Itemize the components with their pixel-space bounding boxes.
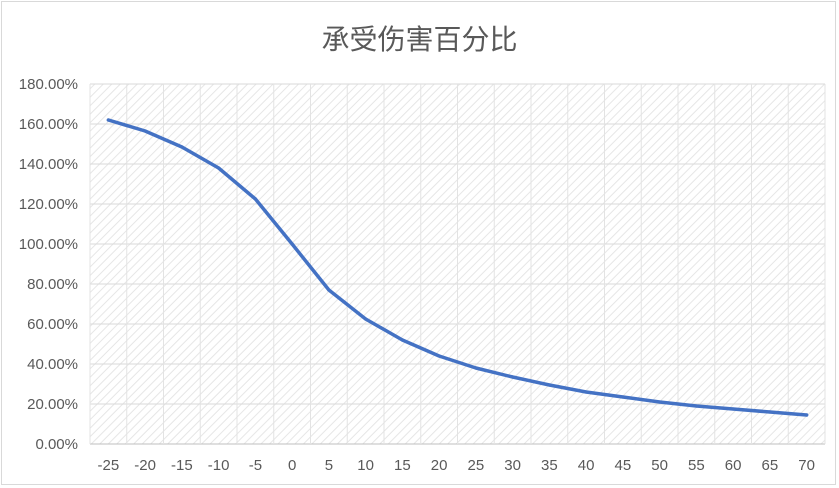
x-tick-label: 30 (504, 457, 521, 474)
data-point (805, 413, 809, 417)
y-tick-label: 140.00% (19, 156, 78, 173)
y-tick-label: 0.00% (35, 436, 78, 453)
x-tick-label: 55 (688, 457, 705, 474)
y-tick-label: 120.00% (19, 196, 78, 213)
y-tick-label: 100.00% (19, 236, 78, 253)
data-point (584, 390, 588, 394)
x-tick-label: -25 (98, 457, 120, 474)
data-point (658, 400, 662, 404)
data-point (106, 118, 110, 122)
x-tick-label: 35 (541, 457, 558, 474)
x-tick-label: -15 (171, 457, 193, 474)
x-tick-label: -10 (208, 457, 230, 474)
data-point (290, 242, 294, 246)
data-point (143, 129, 147, 133)
data-point (217, 166, 221, 170)
y-tick-label: 160.00% (19, 116, 78, 133)
x-tick-label: 20 (431, 457, 448, 474)
y-axis: 0.00% 20.00% 40.00% 60.00% 80.00% 100.00% 120.… (19, 76, 78, 453)
data-point (474, 366, 478, 370)
series-line (106, 118, 809, 417)
x-tick-label: 15 (394, 457, 411, 474)
data-point (621, 395, 625, 399)
data-point (694, 404, 698, 408)
data-point (364, 317, 368, 321)
gridlines (89, 83, 826, 445)
data-point (400, 338, 404, 342)
x-tick-label: 45 (615, 457, 632, 474)
data-point (547, 383, 551, 387)
y-tick-label: 180.00% (19, 76, 78, 93)
x-tick-label: 40 (578, 457, 595, 474)
x-tick-label: 25 (468, 457, 485, 474)
y-tick-label: 20.00% (27, 396, 78, 413)
data-point (253, 197, 257, 201)
data-point (180, 145, 184, 149)
series-group (106, 118, 809, 417)
x-tick-label: 5 (325, 457, 333, 474)
x-tick-label: 65 (762, 457, 779, 474)
x-tick-label: 70 (798, 457, 815, 474)
y-tick-label: 80.00% (27, 276, 78, 293)
x-axis: -25 -20 -15 -10 -5 0 5 10 15 20 25 30 35 40 45 50 55 60 65… (98, 457, 815, 474)
data-point (511, 375, 515, 379)
data-point (327, 288, 331, 292)
data-point (768, 410, 772, 414)
x-tick-label: 60 (725, 457, 742, 474)
x-tick-label: -20 (134, 457, 156, 474)
y-tick-label: 60.00% (27, 316, 78, 333)
data-point (731, 407, 735, 411)
chart-title: 承受伤害百分比 (321, 23, 518, 56)
x-tick-label: 50 (651, 457, 668, 474)
y-tick-label: 40.00% (27, 356, 78, 373)
x-tick-label: 10 (357, 457, 374, 474)
x-tick-label: -5 (249, 457, 262, 474)
data-point (437, 354, 441, 358)
x-tick-label: 0 (288, 457, 296, 474)
